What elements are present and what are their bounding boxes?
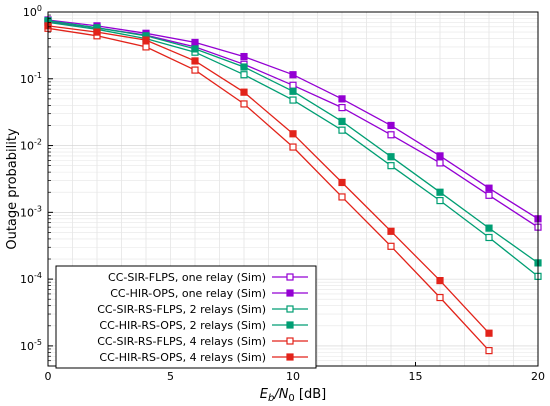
data-point [485,233,493,242]
series-6 [44,22,493,337]
data-point [436,188,444,196]
y-tick-label: 10-3 [20,204,42,219]
data-point [289,81,297,89]
series-line [47,25,490,334]
data-point [289,130,297,138]
data-point [485,184,493,192]
data-point [387,153,395,161]
data-point [338,104,346,112]
legend-label: CC-HIR-RS-OPS, 4 relays (Sim) [99,351,266,364]
legend-label: CC-SIR-RS-FLPS, 2 relays (Sim) [97,303,266,316]
data-point [485,191,493,199]
x-tick-label: 10 [286,370,300,383]
data-point [387,121,395,130]
data-point [485,347,493,355]
data-point [191,38,199,47]
data-point [436,159,444,167]
x-axis-label: Eb/N0 [dB] [260,387,327,404]
legend-label: CC-HIR-OPS, one relay (Sim) [110,287,266,300]
data-point [93,28,101,36]
legend-label: CC-HIR-RS-OPS, 2 relays (Sim) [99,319,266,332]
data-point [289,71,297,79]
x-tick-label: 0 [45,370,52,383]
data-point [436,152,444,160]
data-point [240,71,248,79]
data-point [387,242,395,250]
data-point [240,100,248,108]
legend: CC-SIR-FLPS, one relay (Sim) CC-HIR-OPS, … [55,265,317,369]
data-point [240,52,248,61]
data-point [436,293,444,302]
y-tick-label: 10-1 [20,71,42,86]
data-point [142,36,150,44]
y-axis-label: Outage probability [5,128,20,250]
y-tick-label: 10-2 [20,138,42,153]
data-point [191,45,199,53]
legend-swatch-marker [286,337,294,345]
legend-box [55,265,317,369]
legend-label: CC-SIR-FLPS, one relay (Sim) [108,271,266,284]
legend-swatch-marker [286,305,294,313]
x-tick-label: 15 [409,370,423,383]
legend-swatch-marker [286,273,294,281]
y-tick-label: 100 [23,4,42,19]
data-point [191,66,199,74]
legend-swatch-marker [286,289,294,297]
data-point [436,277,444,285]
y-tick-label: 10-5 [20,338,42,353]
series-line [47,27,490,352]
legend-label: CC-SIR-RS-FLPS, 4 relays (Sim) [97,335,266,348]
legend-swatch-marker [286,321,294,329]
data-point [338,193,346,201]
data-point [338,95,346,103]
data-point [142,43,150,51]
data-point [289,143,297,151]
y-tick-label: 10-4 [20,271,42,286]
grid-lines [47,12,539,366]
data-point [240,88,248,96]
legend-swatch-marker [286,353,294,361]
data-point [387,227,395,235]
axis-ticks: 0 5 10 15 20 100 10-1 10-2 10-3 10-4 10-5 [20,4,545,383]
data-point [338,117,346,126]
x-tick-label: 20 [531,370,545,383]
data-point [436,196,444,205]
data-point [191,57,199,65]
x-tick-label: 5 [167,370,174,383]
data-point [485,224,493,232]
data-point [289,87,297,95]
data-point [338,178,346,187]
data-point [289,96,297,104]
data-point [387,131,395,139]
data-point [240,63,248,71]
data-point [387,162,395,170]
data-point [485,329,493,337]
data-point [338,126,346,134]
